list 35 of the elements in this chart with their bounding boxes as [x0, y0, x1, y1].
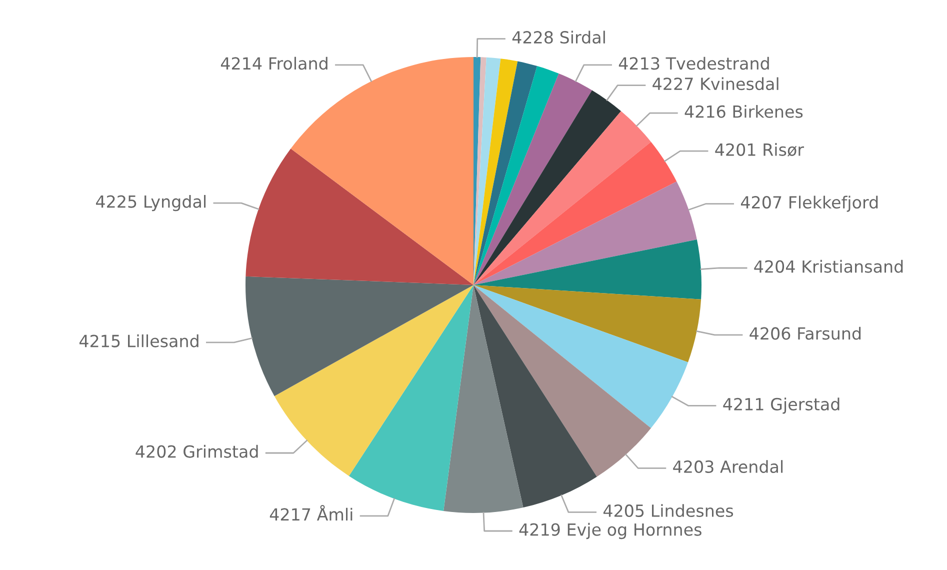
pie-slice — [246, 148, 474, 285]
slice-label: 4214 Froland — [220, 56, 328, 70]
slice-label: 4205 Lindesnes — [603, 504, 734, 518]
pie-slice — [474, 285, 688, 428]
slice-label: 4217 Åmli — [270, 505, 352, 520]
slice-label: 4215 Lillesand — [79, 334, 198, 348]
pie-slice — [444, 285, 524, 513]
pie-slice — [474, 239, 702, 300]
pie-slice — [474, 66, 559, 285]
slice-label: 4207 Flekkefjord — [740, 196, 878, 212]
slice-label: 4206 Farsund — [750, 326, 861, 340]
pie-slice — [474, 285, 651, 477]
pie-slice — [474, 285, 702, 362]
slice-label: 4204 Kristiansand — [754, 260, 903, 273]
slice-label: 4213 Tvedestrand — [618, 56, 769, 70]
slice-label: 4225 Lyngdal — [96, 194, 206, 212]
slice-label: 4216 Birkenes — [684, 105, 803, 118]
pie-slice — [474, 142, 677, 285]
pie-slice — [474, 181, 697, 285]
pie-slice — [474, 111, 651, 285]
slice-label: 4219 Evje og Hornnes — [519, 522, 702, 540]
pie-slice — [474, 90, 622, 285]
slice-label: 4227 Kvinesdal — [652, 77, 778, 90]
pie-slice — [474, 74, 592, 285]
slice-label: 4203 Arendal — [673, 460, 783, 473]
pie-slice — [474, 285, 597, 508]
pie-slice — [474, 57, 501, 285]
pie-slice — [474, 58, 518, 285]
pie-slice — [246, 276, 474, 396]
slice-label: 4211 Gjerstad — [723, 398, 840, 414]
slice-label: 4202 Grimstad — [136, 444, 258, 458]
slice-label: 4228 Sirdal — [512, 30, 605, 44]
pie-slice — [274, 285, 474, 476]
slice-label: 4201 Risør — [715, 143, 804, 156]
pie-slice — [474, 61, 538, 285]
